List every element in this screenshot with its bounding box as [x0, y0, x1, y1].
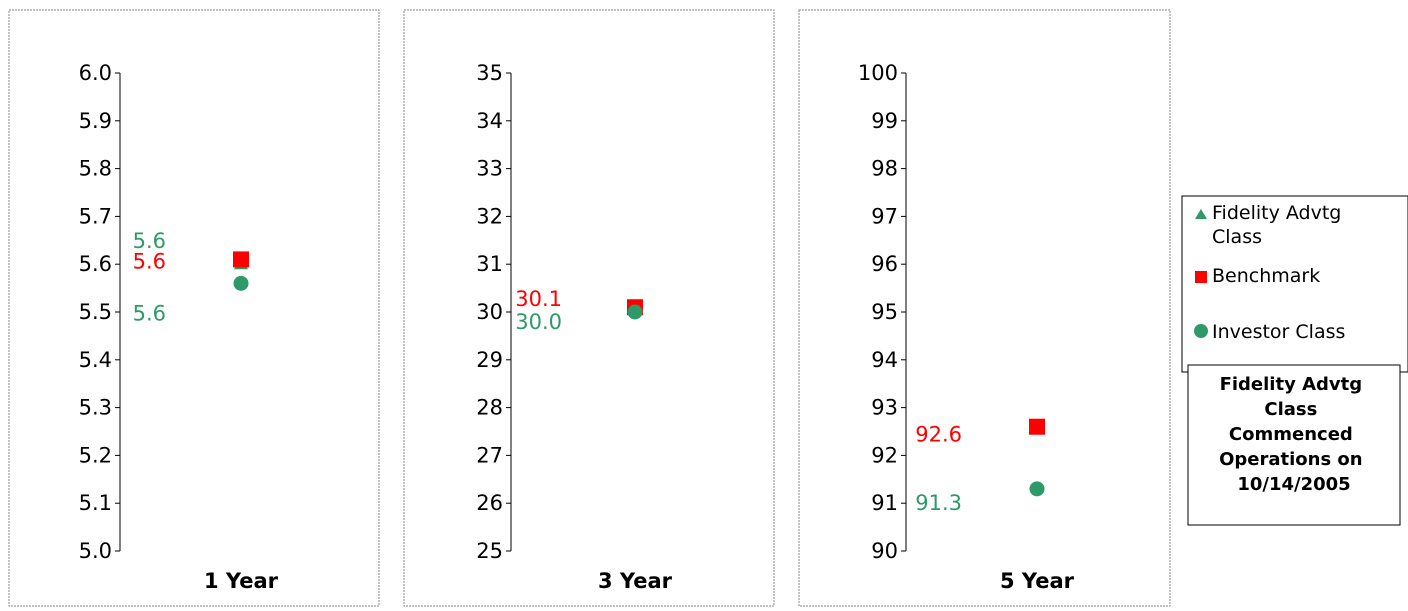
panel-1-year: 5.05.15.25.35.45.55.65.75.85.96.0 5.65.6…: [8, 9, 380, 607]
y-tick-label: 99: [871, 109, 898, 133]
y-tick-label: 94: [871, 348, 898, 372]
panel-3-mark-group: 92.6 91.3: [915, 418, 1045, 515]
data-label-investor-class: 5.6: [133, 301, 166, 325]
y-tick-label: 29: [476, 348, 503, 372]
y-tick-label: 5.6: [79, 252, 112, 276]
legend-label-investor-class: Investor Class: [1212, 321, 1345, 343]
investor-class-point: [233, 275, 249, 291]
data-label-investor-class: 30.0: [515, 310, 562, 334]
legend-triangle-icon: [1195, 209, 1207, 219]
y-tick-label: 92: [871, 443, 898, 467]
y-tick-label: 91: [871, 491, 898, 515]
inception-note-line: Commenced: [1229, 424, 1353, 445]
y-tick-label: 31: [476, 252, 503, 276]
y-tick-label: 98: [871, 157, 898, 181]
data-label-benchmark: 30.1: [515, 287, 562, 311]
y-tick-label: 93: [871, 396, 898, 420]
inception-note-text: Fidelity Advtg Class Commenced Operation…: [1219, 374, 1369, 495]
panel-1-title: 1 Year: [204, 569, 279, 593]
y-tick-label: 5.0: [79, 539, 112, 563]
y-tick-label: 26: [476, 491, 503, 515]
panel-1-frame: [8, 9, 380, 607]
y-tick-label: 5.2: [79, 443, 112, 467]
panel-3-frame: [798, 9, 1171, 607]
y-tick-label: 35: [476, 61, 503, 85]
y-tick-label: 30: [476, 300, 503, 324]
data-label-benchmark: 92.6: [915, 423, 962, 447]
y-tick-label: 5.3: [79, 396, 112, 420]
inception-note-frame: [1187, 364, 1401, 526]
y-tick-label: 97: [871, 204, 898, 228]
panel-2-title: 3 Year: [598, 569, 673, 593]
y-tick-label: 25: [476, 539, 503, 563]
y-tick-label: 100: [858, 61, 898, 85]
y-tick-label: 96: [871, 252, 898, 276]
panel-3-year: 25 26 27 28 29 30 31 32 33 34 35 30.130.0 3 Year: [403, 9, 775, 607]
legend-item-fidelity-advtg-class: Fidelity Advtg Class: [1195, 202, 1347, 248]
panel-2-frame: [403, 9, 775, 607]
legend-label-fidelity-advtg-class: Fidelity Advtg Class: [1212, 202, 1347, 248]
data-label-fidelity-advtg-class: 5.6: [133, 229, 166, 253]
panel-2-tick-group: 25 26 27 28 29 30 31 32 33 34 35: [476, 61, 511, 563]
investor-class-point: [627, 304, 643, 320]
inception-note-line: Operations on: [1219, 449, 1363, 470]
legend: Fidelity Advtg Class Benchmark Investor …: [1181, 195, 1408, 373]
legend-item-benchmark: Benchmark: [1195, 265, 1320, 287]
inception-note-line: 10/14/2005: [1237, 474, 1350, 495]
investor-class-point: [1029, 481, 1045, 497]
data-label-investor-class: 91.3: [915, 491, 962, 515]
legend-circle-icon: [1194, 324, 1208, 338]
legend-label-line: Fidelity Advtg: [1212, 202, 1341, 224]
y-tick-label: 33: [476, 157, 503, 181]
inception-note-line: Fidelity Advtg: [1220, 374, 1363, 395]
inception-note: Fidelity Advtg Class Commenced Operation…: [1187, 364, 1401, 526]
panel-3-tick-group: 90 91 92 93 94 95 96 97 98 99 100: [858, 61, 906, 563]
benchmark-point: [1029, 418, 1045, 435]
y-tick-label: 5.9: [79, 109, 112, 133]
inception-note-line: Class: [1264, 399, 1317, 420]
legend-item-investor-class: Investor Class: [1194, 321, 1345, 343]
y-tick-label: 5.5: [79, 300, 112, 324]
y-tick-label: 27: [476, 443, 503, 467]
y-tick-label: 6.0: [79, 61, 112, 85]
y-tick-label: 5.8: [79, 157, 112, 181]
y-tick-label: 95: [871, 300, 898, 324]
data-label-benchmark: 5.6: [133, 249, 166, 273]
legend-square-icon: [1195, 271, 1207, 283]
y-tick-label: 28: [476, 396, 503, 420]
panel-3-title: 5 Year: [1000, 569, 1075, 593]
y-tick-label: 32: [476, 204, 503, 228]
legend-label-benchmark: Benchmark: [1212, 265, 1320, 287]
panel-2-mark-group: 30.130.0: [515, 287, 643, 334]
panel-5-year: 90 91 92 93 94 95 96 97 98 99 100 92.6 91.3 5 Year: [798, 9, 1171, 607]
benchmark-point: [233, 251, 249, 268]
y-tick-label: 90: [871, 539, 898, 563]
y-tick-label: 34: [476, 109, 503, 133]
y-tick-label: 5.7: [79, 204, 112, 228]
panel-1-tick-group: 5.0 5.1 5.2 5.3 5.4 5.5 5.6 5.7 5.8 5.9 6.0: [79, 61, 120, 563]
legend-label-line: Class: [1212, 226, 1262, 248]
y-tick-label: 5.1: [79, 491, 112, 515]
panel-1-mark-group: 5.65.65.6: [133, 229, 249, 325]
y-tick-label: 5.4: [79, 348, 112, 372]
